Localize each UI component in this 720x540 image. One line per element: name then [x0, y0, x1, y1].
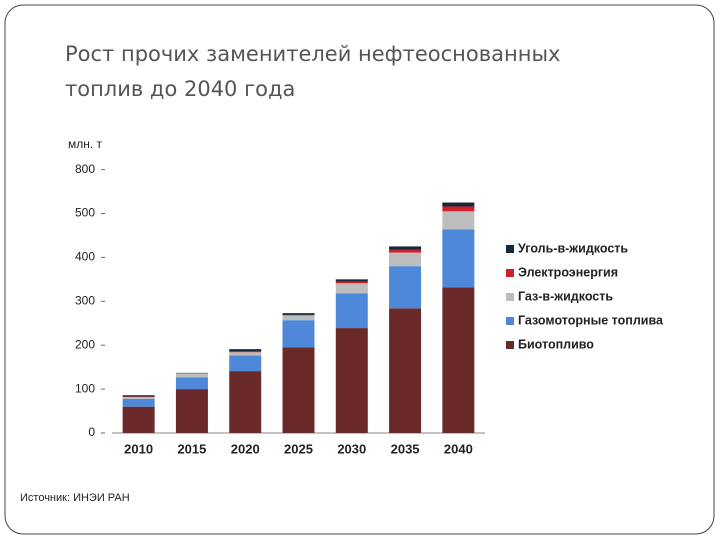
bar-segment — [442, 202, 475, 207]
title-line: топлив до 2040 года — [65, 77, 295, 101]
bar-segment — [335, 283, 368, 294]
legend-swatch — [506, 341, 514, 349]
legend-label: Электроэнергия — [518, 265, 618, 279]
bar-segment — [442, 211, 475, 230]
legend-swatch — [506, 317, 514, 325]
bar-segment — [442, 206, 475, 212]
legend-label: Биотопливо — [518, 337, 594, 351]
source: Источник: ИНЭИ РАН — [20, 492, 130, 504]
legend-label: Газ-в-жидкость — [518, 289, 613, 303]
bar-segment — [282, 347, 315, 433]
bar-segment — [122, 397, 155, 399]
x-tick-label: 2040 — [444, 441, 473, 456]
bar-segment — [175, 373, 208, 378]
title-line: Рост прочих заменителей нефтеоснованных — [65, 42, 560, 66]
y-tick-label: 0 — [88, 425, 95, 439]
bar-segment — [389, 246, 422, 250]
y-tick-label: 500 — [75, 206, 95, 220]
x-tick-label: 2010 — [124, 441, 153, 456]
bar-segment — [335, 281, 368, 284]
bar-segment — [229, 355, 262, 372]
bar-segment — [442, 287, 475, 433]
bar-segment — [389, 266, 422, 309]
x-tick-label: 2035 — [391, 441, 420, 456]
x-tick-label: 2025 — [284, 441, 313, 456]
legend-label: Уголь-в-жидкость — [518, 241, 628, 255]
y-tick-label: 200 — [75, 337, 95, 351]
bar-segment — [122, 395, 155, 397]
bar-segment — [282, 320, 315, 348]
legend-label: Газомоторные топлива — [518, 313, 664, 327]
legend-swatch — [506, 245, 514, 253]
bar-segment — [389, 252, 422, 267]
legend-swatch — [506, 293, 514, 301]
y-tick-label: 100 — [75, 381, 95, 395]
bar-segment — [389, 249, 422, 253]
bar-segment — [229, 351, 262, 353]
bar-segment — [335, 279, 368, 282]
bar-segment — [282, 313, 315, 315]
y-tick-label: 400 — [75, 250, 95, 264]
bar-segment — [282, 315, 315, 321]
bar-segment — [229, 349, 262, 352]
bar-segment — [442, 229, 475, 288]
x-tick-label: 2030 — [337, 441, 366, 456]
bar-segment — [389, 308, 422, 433]
bar-segment — [335, 328, 368, 433]
bar-segment — [175, 389, 208, 433]
y-tick-label: 300 — [75, 293, 95, 307]
bar-segment — [229, 352, 262, 356]
bar-segment — [175, 377, 208, 390]
bar-segment — [122, 406, 155, 433]
bar-segment — [122, 398, 155, 407]
legend-swatch — [506, 269, 514, 277]
x-tick-label: 2015 — [177, 441, 206, 456]
y-tick-label: 800 — [75, 162, 95, 176]
bar-segment — [335, 293, 368, 329]
y-axis-label: млн. т — [68, 137, 103, 151]
x-tick-label: 2020 — [231, 441, 260, 456]
bar-segment — [229, 371, 262, 433]
